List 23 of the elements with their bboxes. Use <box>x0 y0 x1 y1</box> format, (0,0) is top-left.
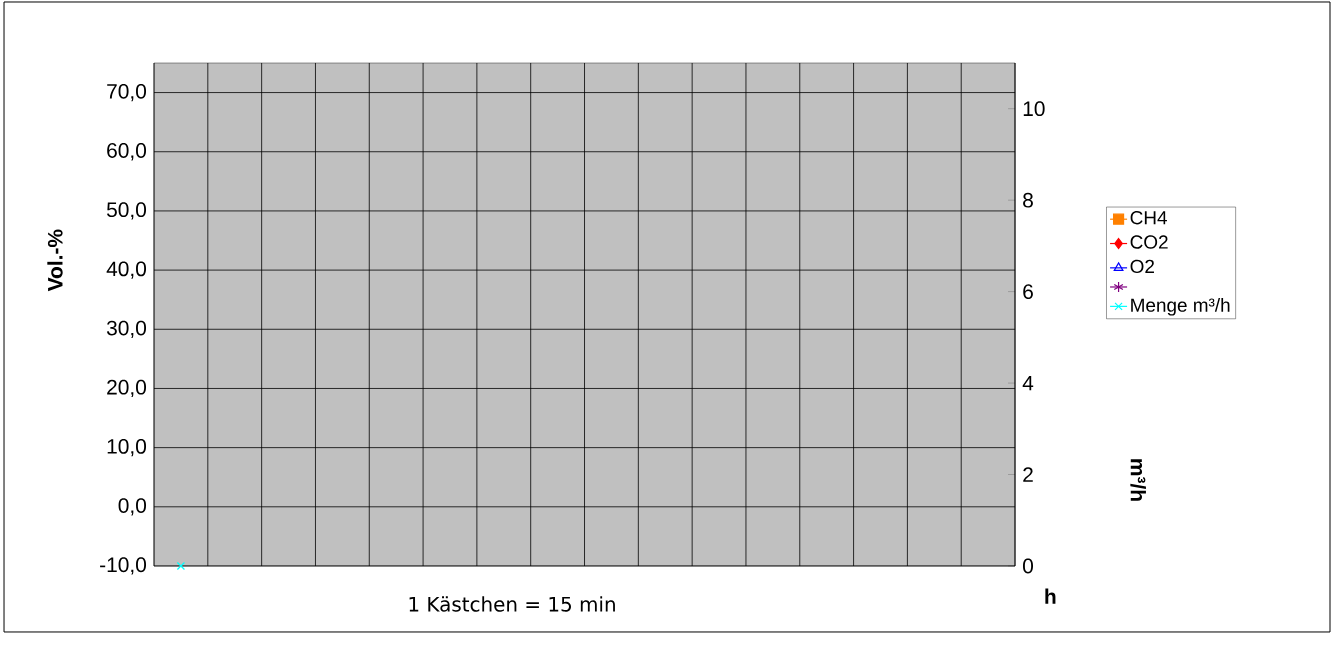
y2-tick-label: 2 <box>1023 467 1033 482</box>
x-axis-title: h <box>1045 588 1056 604</box>
y-tick-label: 60,0 <box>107 143 147 161</box>
y2-axis-title: m³/h <box>1130 459 1146 501</box>
y-tick-label: 10,0 <box>107 438 147 457</box>
text: 1 Kästchen = 15 min <box>409 596 615 612</box>
y-tick-label: -10,0 <box>100 557 147 575</box>
y-tick-label: 50,0 <box>106 202 147 220</box>
y2-tick-label: 8 <box>1023 192 1033 208</box>
y2-tick-label: 10 <box>1023 101 1045 117</box>
legend-label: O2 <box>1130 259 1154 274</box>
y-axis-title: Vol.-% <box>47 229 63 292</box>
y2-tick-label: 6 <box>1023 284 1033 300</box>
y-tick-label: 70,0 <box>107 83 147 102</box>
legend-label: CO2 <box>1130 235 1168 249</box>
y2-tick-label: 4 <box>1022 375 1034 391</box>
y-tick-label: 40,0 <box>106 261 147 279</box>
legend-label: Menge m³/h <box>1131 297 1230 316</box>
y2-tick-label: 0 <box>1023 558 1033 574</box>
y-tick-label: 0,0 <box>118 498 147 516</box>
y-tick-label: 20,0 <box>107 379 147 398</box>
legend-label: CH4 <box>1130 211 1167 225</box>
y-tick-label: 30,0 <box>106 320 147 338</box>
